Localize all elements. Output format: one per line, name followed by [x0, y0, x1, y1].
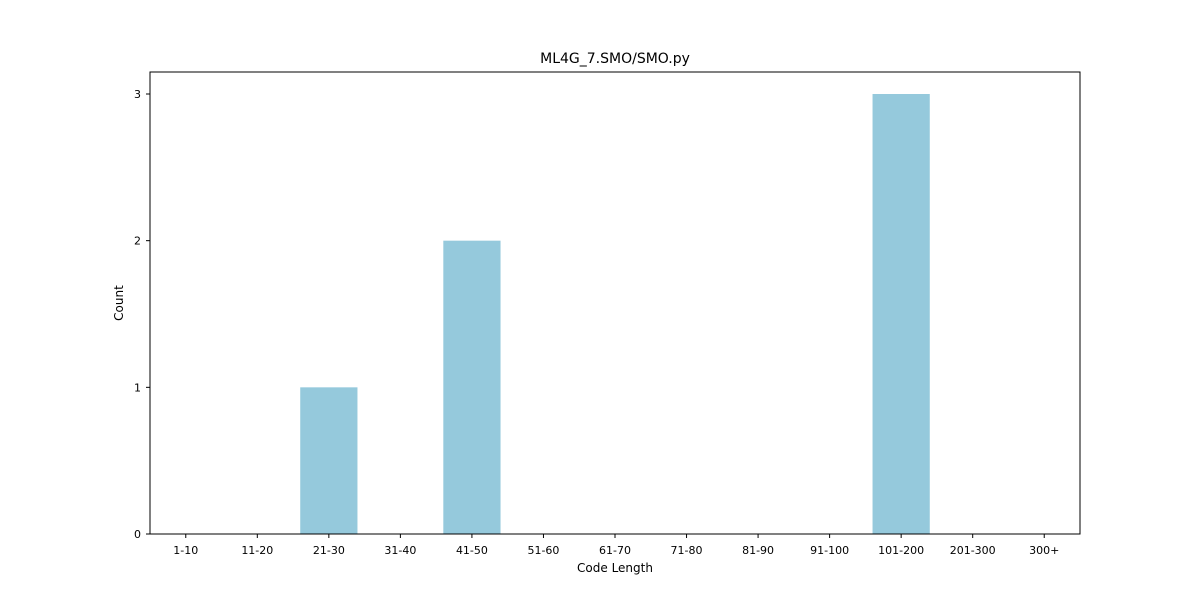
x-tick-label: 201-300 — [950, 544, 996, 557]
chart-title: ML4G_7.SMO/SMO.py — [540, 51, 690, 67]
x-axis-label: Code Length — [577, 561, 653, 575]
bar-21-30 — [300, 387, 358, 534]
x-tick-label: 61-70 — [599, 544, 631, 557]
x-tick-label: 11-20 — [241, 544, 273, 557]
x-tick-label: 21-30 — [313, 544, 345, 557]
x-tick-label: 1-10 — [173, 544, 198, 557]
bar-41-50 — [443, 240, 501, 534]
plot-frame — [149, 71, 1081, 535]
x-tick-label: 71-80 — [671, 544, 703, 557]
y-tick-label: 3 — [134, 88, 141, 101]
y-axis-label: Count — [112, 285, 126, 321]
x-tick-label: 41-50 — [456, 544, 488, 557]
x-axis: 1-10 11-20 21-30 31-40 41-50 51-60 61-70 71-80 8… — [173, 534, 1059, 557]
y-axis: 0 1 2 3 — [134, 88, 150, 541]
x-tick-label: 101-200 — [878, 544, 924, 557]
bar-101-200 — [872, 94, 930, 534]
y-tick-label: 0 — [134, 528, 141, 541]
plot-area — [300, 94, 930, 534]
y-tick-label: 2 — [134, 235, 141, 248]
y-tick-label: 1 — [134, 381, 141, 394]
x-tick-label: 91-100 — [810, 544, 849, 557]
x-tick-label: 51-60 — [527, 544, 559, 557]
x-tick-label: 300+ — [1029, 544, 1059, 557]
x-tick-label: 81-90 — [742, 544, 774, 557]
x-tick-label: 31-40 — [384, 544, 416, 557]
